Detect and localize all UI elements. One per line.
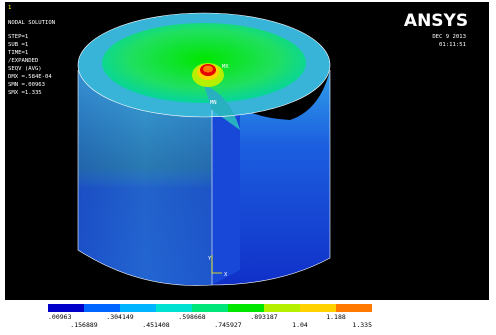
legend-label: .598668: [178, 313, 205, 321]
legend-swatch: [336, 304, 372, 312]
legend-label: .304149: [106, 313, 133, 321]
info-line: SEQV (AVG): [8, 66, 42, 72]
date: DEC 9 2013: [432, 34, 466, 40]
model: [78, 13, 330, 286]
info-line: TIME=1: [8, 50, 28, 56]
legend-swatch: [48, 304, 84, 312]
info-line: DMX =.584E-04: [8, 74, 52, 80]
legend-label: .451408: [142, 321, 169, 329]
legend-swatch: [84, 304, 120, 312]
legend-label: .893187: [250, 313, 277, 321]
page: {"window": {"number": "1", "title": "NOD…: [0, 0, 496, 335]
info-line: SUB =1: [8, 42, 28, 48]
info-line: SMN =.00963: [8, 82, 45, 88]
legend-swatch: [300, 304, 336, 312]
legend-label: 1.04: [292, 321, 308, 329]
window-number: 1: [8, 5, 11, 11]
info-line: STEP=1: [8, 34, 28, 40]
info-line: SMX =1.335: [8, 90, 42, 96]
legend-label: 1.188: [326, 313, 346, 321]
logo: ANSYS: [404, 11, 468, 31]
legend-swatch: [156, 304, 192, 312]
window-title: NODAL SOLUTION: [8, 20, 55, 26]
legend-label: 1.335: [352, 321, 372, 329]
screenshot: 1 NODAL SOLUTION STEP=1 SUB =1 TIME=1/EXPA…: [0, 0, 496, 335]
legend-swatch: [264, 304, 300, 312]
min-label: MN: [210, 100, 217, 106]
legend-swatch: [228, 304, 264, 312]
legend-swatch: [120, 304, 156, 312]
legend-label: .745927: [214, 321, 241, 329]
max-label: MX: [222, 64, 229, 70]
legend-label: .00963: [48, 313, 72, 321]
legend-label: .156889: [70, 321, 97, 329]
legend-swatch: [192, 304, 228, 312]
legend: .00963.156889 .304149 .451408 .598668 .74592…: [48, 304, 372, 329]
time: 01:11:51: [439, 42, 466, 48]
info-line: /EXPANDED: [8, 58, 39, 64]
